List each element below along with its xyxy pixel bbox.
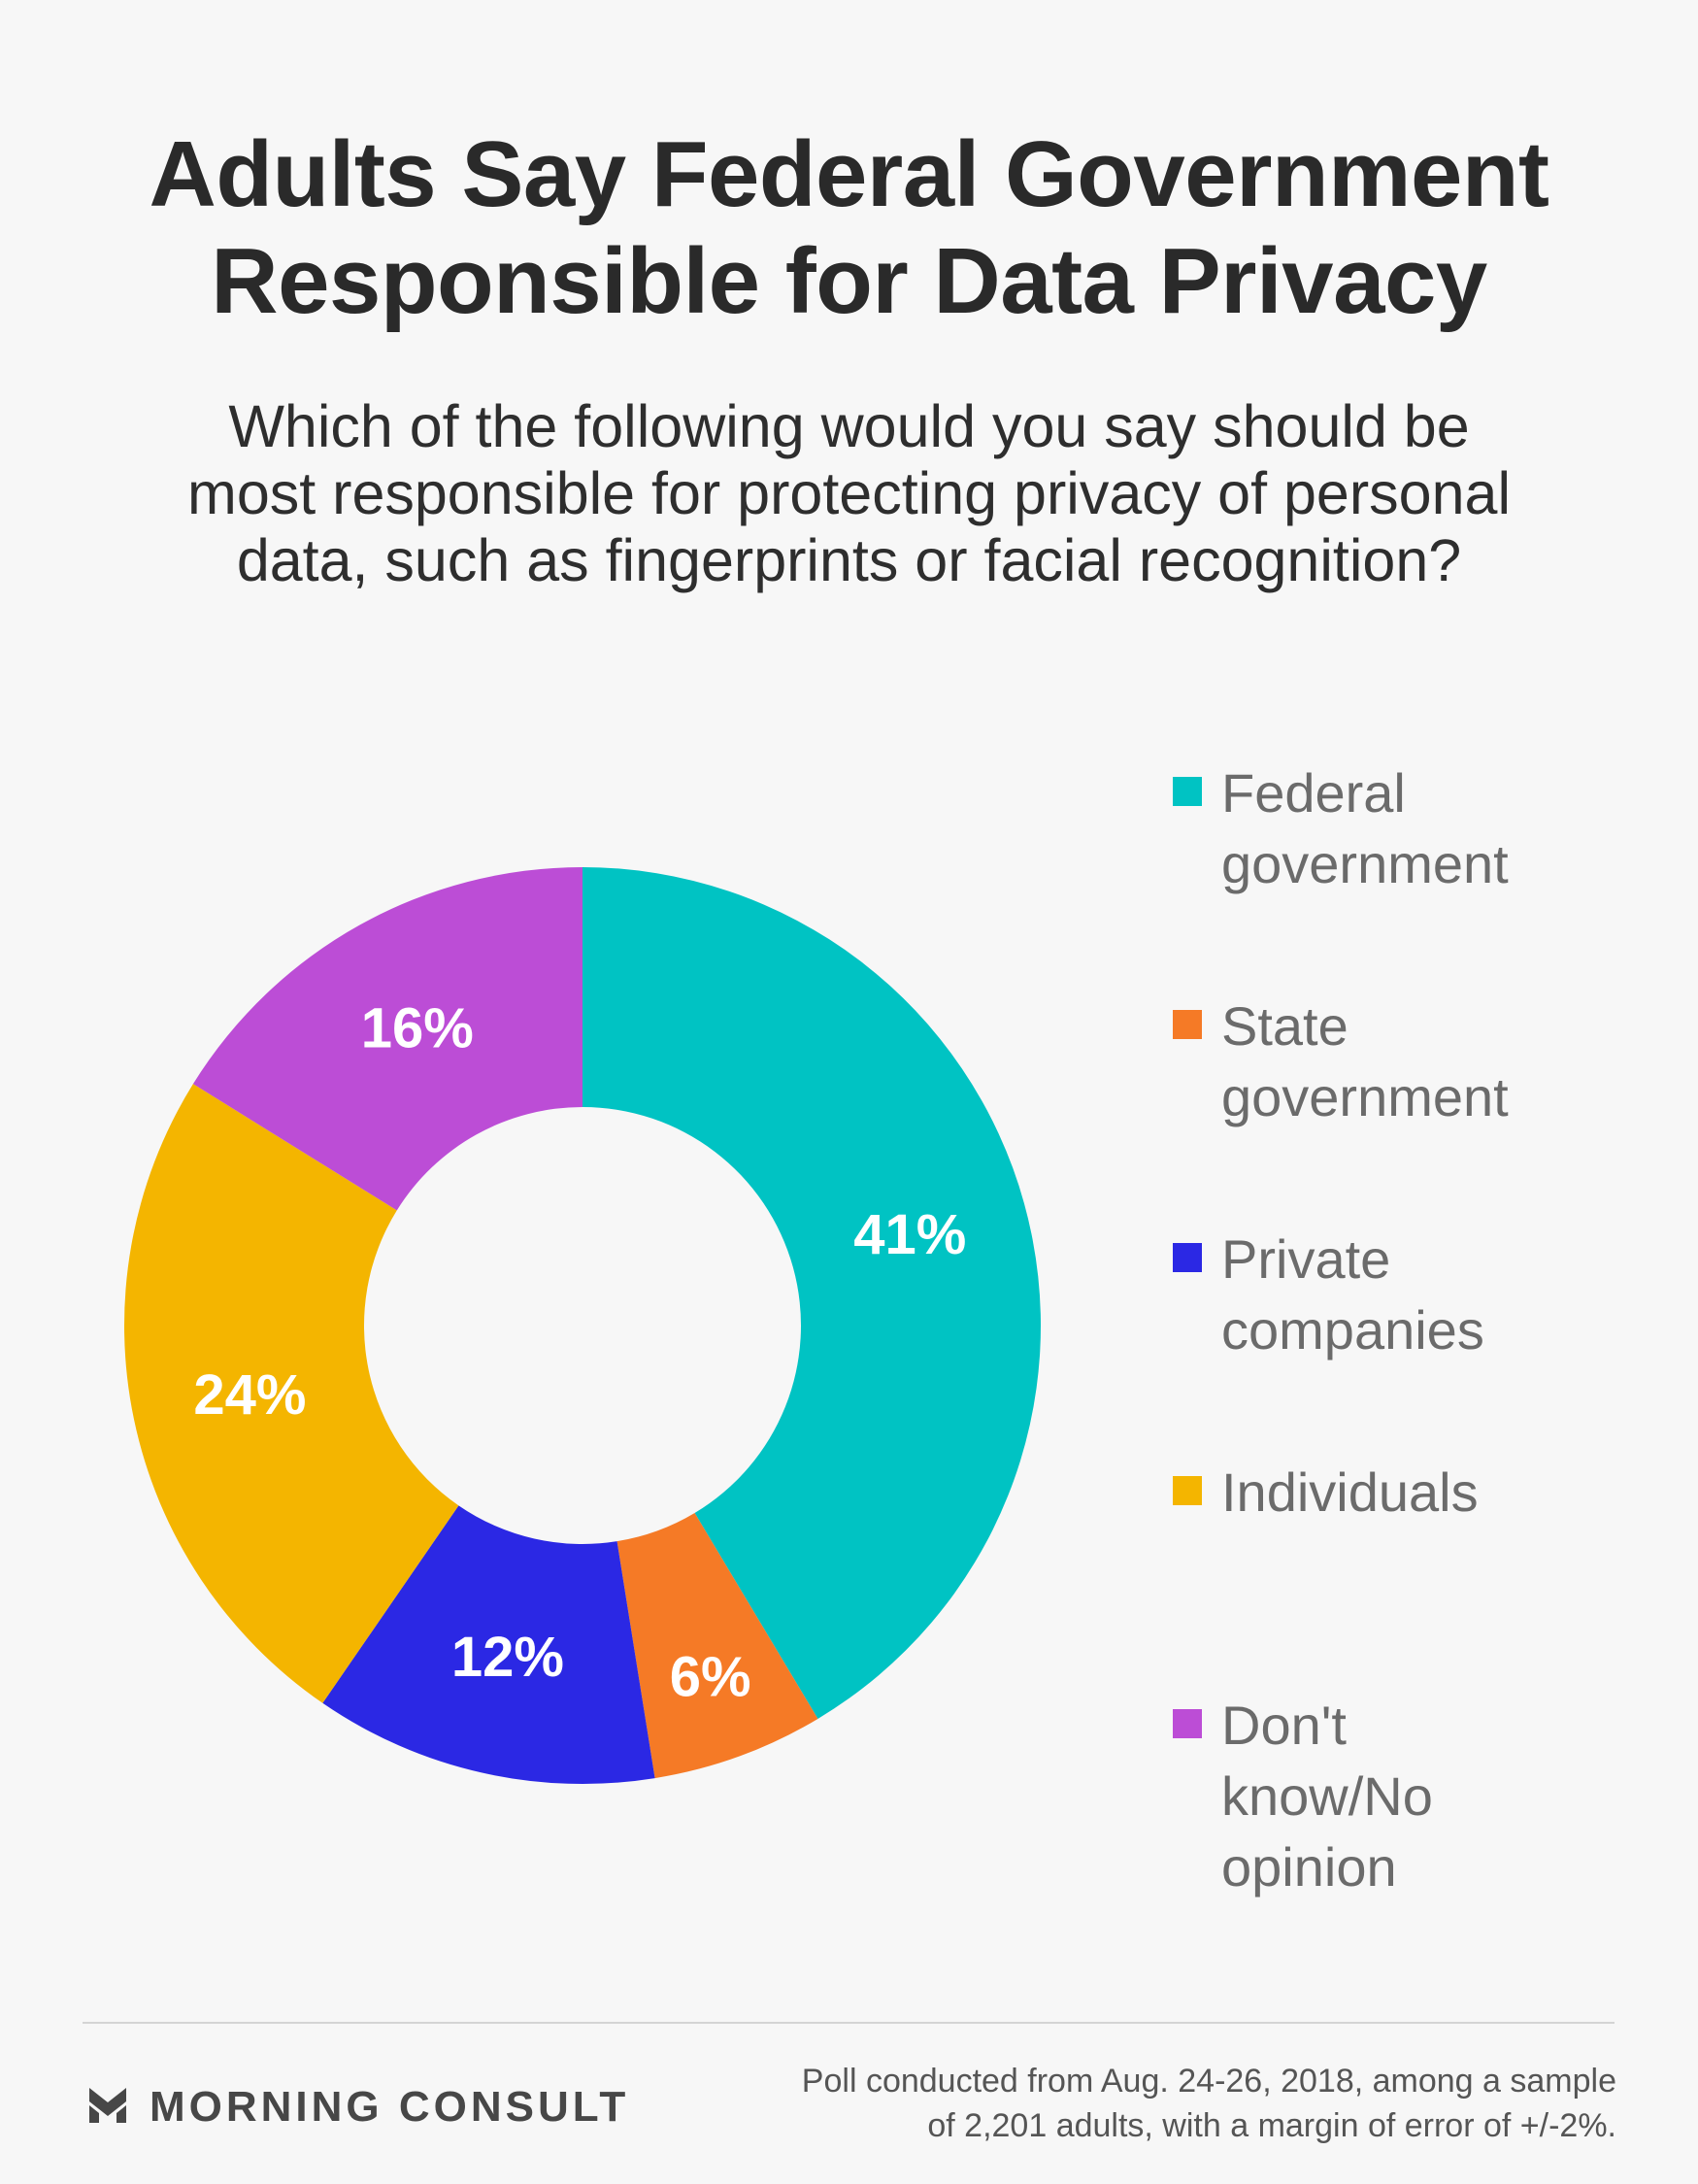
legend-swatch [1173,1709,1202,1738]
data-label-state-government: 6% [670,1645,751,1708]
donut-data-labels: 41% 6% 12% 24% 16% [193,997,966,1709]
legend-swatch [1173,1476,1202,1505]
brand-name: MORNING CONSULT [150,2083,630,2131]
chart-subtitle: Which of the following would you say sho… [0,393,1698,594]
data-label-dont-know: 16% [361,997,474,1060]
chart-subtitle-line-3: data, such as fingerprints or facial rec… [236,527,1462,593]
chart-title: Adults Say Federal Government Responsibl… [0,121,1698,335]
donut-slices [123,867,1041,1784]
data-label-private-companies: 12% [451,1626,564,1689]
legend-label: Federal government [1221,762,1509,894]
chart-subtitle-line-1: Which of the following would you say sho… [228,393,1470,459]
legend-label: State government [1221,995,1509,1127]
donut-slice-private-companies [322,1505,655,1784]
note-line-2: of 2,201 adults, with a margin of error … [927,2107,1616,2144]
data-label-federal-government: 41% [853,1203,966,1266]
donut-slice-state-government [616,1513,818,1779]
note-line-1: Poll conducted from Aug. 24-26, 2018, am… [801,2063,1616,2100]
legend-label: Individuals [1221,1462,1479,1523]
legend-swatch [1173,1010,1202,1039]
legend-label: Don't know/No opinion [1221,1695,1433,1898]
chart-title-line-1: Adults Say Federal Government [149,122,1549,226]
donut-slice-federal-government [583,867,1041,1719]
poll-methodology-note: Poll conducted from Aug. 24-26, 2018, am… [743,2059,1616,2148]
chart-title-line-2: Responsible for Data Privacy [211,229,1487,333]
donut-slice-individuals [123,1084,459,1703]
data-label-individuals: 24% [193,1363,306,1427]
chart-subtitle-line-2: most responsible for protecting privacy … [187,460,1511,526]
legend-swatch [1173,777,1202,806]
donut-chart: 41% 6% 12% 24% 16% [123,867,1041,1784]
donut-slice-dont-know [192,867,583,1211]
legend-label: Private companies [1221,1228,1484,1361]
legend-swatch [1173,1243,1202,1272]
morning-consult-logo-icon [89,2088,126,2123]
footer-divider [83,2022,1615,2024]
